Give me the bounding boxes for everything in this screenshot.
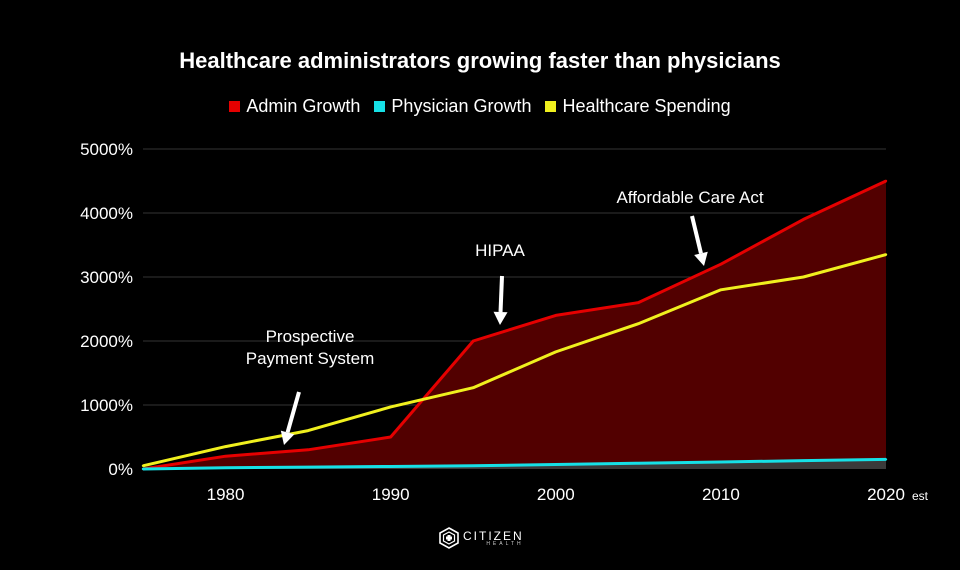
point-healthcare-spending bbox=[802, 275, 805, 279]
legend-item-spending: Healthcare Spending bbox=[545, 96, 731, 117]
x-tick-label: 1980 bbox=[207, 485, 245, 504]
x-tick-label: 2010 bbox=[702, 485, 740, 504]
chart-legend: Admin Growth Physician Growth Healthcare… bbox=[0, 96, 960, 117]
point-healthcare-spending bbox=[306, 429, 310, 432]
point-admin-growth bbox=[719, 263, 723, 266]
legend-label-spending: Healthcare Spending bbox=[562, 96, 731, 116]
point-admin-growth bbox=[884, 179, 888, 183]
brand-name: CITIZEN bbox=[463, 528, 524, 543]
x-tick-label: 2020 bbox=[867, 485, 905, 504]
y-tick-label: 5000% bbox=[80, 140, 133, 159]
annotation-arrowhead bbox=[493, 311, 508, 325]
point-healthcare-spending bbox=[554, 350, 557, 354]
y-tick-label: 4000% bbox=[80, 204, 133, 223]
point-healthcare-spending bbox=[637, 322, 640, 325]
y-tick-label: 3000% bbox=[80, 268, 133, 287]
chart-title: Healthcare administrators growing faster… bbox=[179, 48, 781, 73]
point-admin-growth bbox=[224, 455, 227, 458]
point-healthcare-spending bbox=[719, 288, 723, 291]
point-physician-growth bbox=[306, 465, 310, 469]
annotation-label: Payment System bbox=[246, 349, 375, 368]
point-physician-growth bbox=[884, 458, 888, 461]
brand-sub: HEALTH bbox=[486, 540, 524, 547]
point-physician-growth bbox=[554, 463, 557, 466]
legend-swatch-physician bbox=[374, 101, 386, 112]
line-healthcare-spending bbox=[142, 253, 887, 468]
legend-swatch-spending bbox=[545, 101, 557, 112]
annotation-arrow bbox=[285, 391, 301, 434]
point-admin-growth bbox=[472, 339, 475, 343]
y-tick-label: 2000% bbox=[80, 332, 133, 351]
point-physician-growth bbox=[637, 462, 640, 465]
area-physician-growth bbox=[143, 459, 886, 469]
point-physician-growth bbox=[224, 466, 227, 469]
legend-item-physician: Physician Growth bbox=[374, 96, 531, 117]
legend-item-admin: Admin Growth bbox=[229, 96, 360, 117]
point-healthcare-spending bbox=[224, 445, 227, 448]
point-healthcare-spending bbox=[472, 386, 475, 389]
point-admin-growth bbox=[306, 448, 310, 451]
point-admin-growth bbox=[389, 435, 392, 439]
area-admin-growth bbox=[143, 181, 886, 469]
annotation-arrow bbox=[498, 275, 504, 313]
annotation-label: Affordable Care Act bbox=[616, 188, 763, 207]
axis-labels: 0% 1000% 2000% 3000% 4000% 5000% 1980 1990 2000 2… bbox=[80, 140, 929, 504]
point-healthcare-spending bbox=[884, 253, 888, 256]
point-admin-growth bbox=[802, 218, 805, 221]
point-physician-growth bbox=[472, 464, 475, 467]
annotation-label: Prospective bbox=[266, 327, 355, 346]
y-tick-label: 1000% bbox=[80, 396, 133, 415]
x-tick-label: 2000 bbox=[537, 485, 575, 504]
point-physician-growth bbox=[802, 459, 805, 462]
point-admin-growth bbox=[637, 301, 640, 304]
legend-label-admin: Admin Growth bbox=[246, 96, 361, 116]
annotation-arrow bbox=[690, 215, 703, 254]
annotation-arrowhead bbox=[694, 251, 708, 266]
line-admin-growth bbox=[142, 179, 887, 471]
point-physician-growth bbox=[389, 465, 392, 468]
series-lines bbox=[141, 179, 888, 471]
x-tick-label: 1990 bbox=[372, 485, 410, 504]
point-admin-growth bbox=[554, 314, 557, 317]
brand-logo: CITIZEN HEALTH bbox=[439, 527, 524, 549]
point-physician-growth bbox=[719, 460, 723, 464]
point-physician-growth bbox=[141, 467, 145, 471]
area-fills bbox=[143, 181, 886, 469]
annotation-arrowhead bbox=[280, 430, 295, 445]
citizen-health-logo-icon bbox=[439, 527, 459, 549]
x-tick-note: est bbox=[912, 489, 929, 503]
legend-swatch-admin bbox=[229, 101, 241, 112]
y-tick-label: 0% bbox=[108, 460, 133, 479]
point-healthcare-spending bbox=[389, 405, 392, 409]
point-healthcare-spending bbox=[141, 464, 145, 467]
line-physician-growth bbox=[142, 457, 887, 471]
legend-label-physician: Physician Growth bbox=[391, 96, 532, 116]
annotations: Prospective Payment System HIPAA Affordable… bbox=[246, 188, 764, 445]
annotation-label: HIPAA bbox=[475, 241, 525, 260]
